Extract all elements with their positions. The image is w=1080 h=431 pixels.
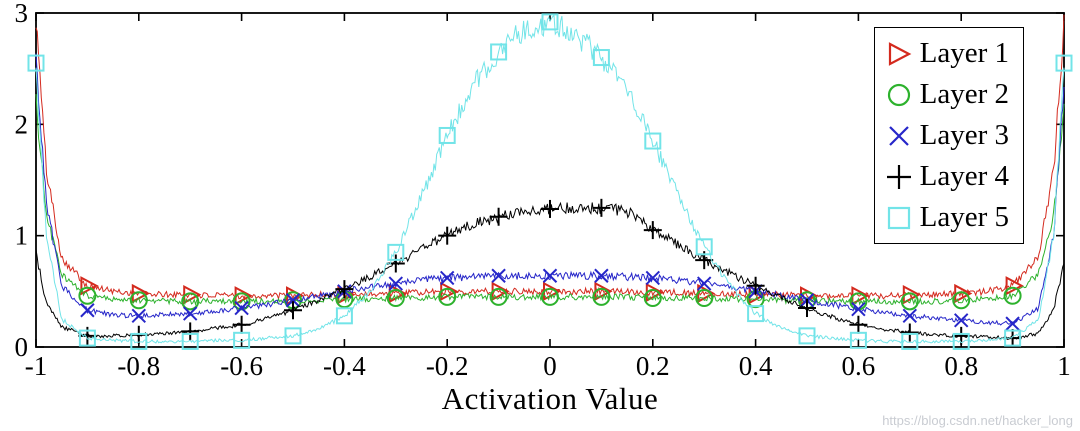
legend-entry-layer-2: Layer 2 — [883, 74, 1009, 115]
x-tick-label: 0.8 — [944, 351, 978, 381]
y-tick-label: 0 — [15, 332, 29, 362]
x-tick-label: -0.2 — [426, 351, 469, 381]
x-tick-label: -0.8 — [117, 351, 160, 381]
legend-label: Layer 2 — [919, 78, 1009, 110]
series-line-layer-2 — [35, 94, 1065, 307]
y-tick-label: 2 — [15, 109, 29, 139]
y-tick-label: 3 — [15, 0, 29, 28]
x-tick-label: -0.4 — [323, 351, 366, 381]
x-tick-label: 0.4 — [739, 351, 773, 381]
x-icon — [883, 120, 915, 152]
watermark-text: https://blog.csdn.net/hacker_long — [882, 413, 1073, 428]
series-line-layer-5 — [35, 14, 1065, 344]
legend-label: Layer 3 — [919, 119, 1009, 151]
x-tick-label: 1 — [1057, 351, 1071, 381]
series-line-layer-3 — [35, 53, 1065, 326]
series-markers-layer-2 — [78, 286, 1022, 311]
series-markers-layer-3 — [80, 268, 1020, 331]
x-tick-label: 0.2 — [636, 351, 670, 381]
x-tick-label: -1 — [25, 351, 48, 381]
triangle-right-icon — [883, 38, 915, 70]
legend-entry-layer-1: Layer 1 — [883, 33, 1009, 74]
series-markers-layer-4 — [78, 198, 1022, 348]
series-markers-layer-5 — [27, 13, 1073, 350]
legend-entry-layer-5: Layer 5 — [883, 197, 1009, 238]
legend-label: Layer 1 — [919, 37, 1009, 69]
square-icon — [883, 202, 915, 234]
legend-label: Layer 4 — [919, 160, 1009, 192]
y-tick-label: 1 — [15, 221, 29, 251]
legend-entry-layer-3: Layer 3 — [883, 115, 1009, 156]
legend: Layer 1 Layer 2 Layer 3 Layer 4 Layer 5 — [873, 27, 1024, 244]
x-tick-label: -0.6 — [220, 351, 263, 381]
x-tick-label: 0.6 — [842, 351, 876, 381]
legend-label: Layer 5 — [919, 201, 1009, 233]
x-axis-label: Activation Value — [441, 381, 659, 416]
plus-icon — [883, 161, 915, 193]
legend-entry-layer-4: Layer 4 — [883, 156, 1009, 197]
x-tick-label: 0 — [543, 351, 557, 381]
circle-icon — [883, 79, 915, 111]
